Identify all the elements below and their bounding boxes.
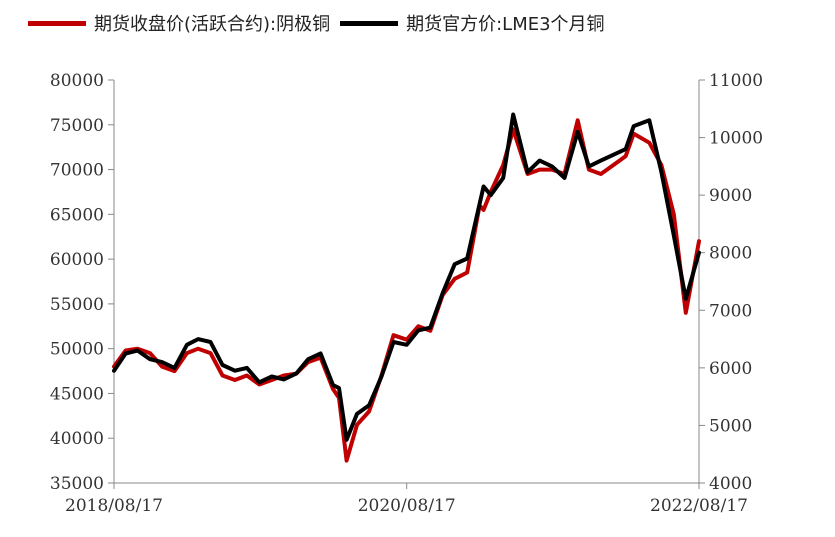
right-tick-label: 4000 bbox=[709, 474, 752, 494]
series-line-lme-copper bbox=[112, 112, 701, 442]
legend-item-lme-copper[interactable]: 期货官方价:LME3个月铜 bbox=[340, 10, 605, 36]
series-line-shfe-copper bbox=[112, 118, 701, 463]
left-tick-label: 60000 bbox=[50, 250, 104, 270]
x-tick-label: 2022/08/17 bbox=[650, 496, 748, 516]
x-tick-label: 2020/08/17 bbox=[358, 496, 456, 516]
left-tick-label: 45000 bbox=[50, 384, 104, 404]
legend-item-shfe-copper[interactable]: 期货收盘价(活跃合约):阴极铜 bbox=[28, 10, 330, 36]
series-lines bbox=[112, 112, 701, 463]
legend-label-lme-copper: 期货官方价:LME3个月铜 bbox=[406, 14, 605, 35]
legend-label-shfe-copper: 期货收盘价(活跃合约):阴极铜 bbox=[94, 14, 331, 35]
legend: 期货收盘价(活跃合约):阴极铜 期货官方价:LME3个月铜 bbox=[28, 10, 615, 36]
left-tick-label: 50000 bbox=[50, 340, 104, 360]
right-tick-label: 5000 bbox=[709, 416, 752, 436]
right-tick-label: 9000 bbox=[709, 186, 752, 206]
right-tick-label: 10000 bbox=[709, 129, 763, 149]
left-tick-label: 75000 bbox=[50, 116, 104, 136]
axes: 35000 40000 45000 50000 55000 60000 65000 70000… bbox=[50, 71, 763, 516]
right-tick-label: 6000 bbox=[709, 359, 752, 379]
left-tick-label: 70000 bbox=[50, 161, 104, 181]
x-tick-label: 2018/08/17 bbox=[65, 496, 163, 516]
right-tick-label: 7000 bbox=[709, 301, 752, 321]
legend-swatch-red bbox=[28, 20, 86, 26]
left-tick-label: 35000 bbox=[50, 474, 104, 494]
left-tick-label: 40000 bbox=[50, 429, 104, 449]
left-tick-label: 55000 bbox=[50, 295, 104, 315]
legend-swatch-black bbox=[340, 20, 399, 26]
left-tick-label: 80000 bbox=[50, 71, 104, 91]
left-tick-label: 65000 bbox=[50, 205, 104, 225]
right-tick-label: 8000 bbox=[709, 244, 752, 264]
right-tick-label: 11000 bbox=[709, 71, 763, 91]
